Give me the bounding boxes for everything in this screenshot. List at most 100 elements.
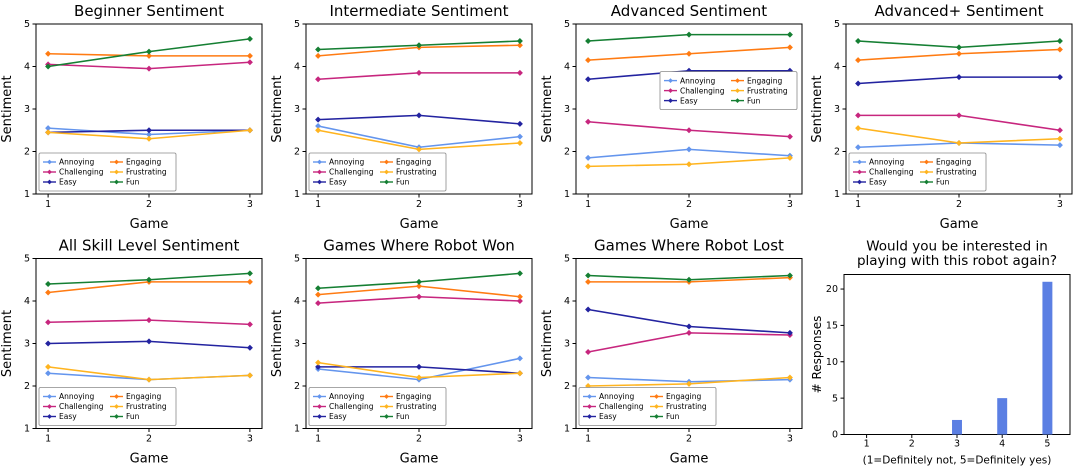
diamond-marker bbox=[857, 179, 862, 185]
series-frustrating bbox=[585, 154, 793, 170]
y-tick-label: 5 bbox=[834, 19, 840, 30]
legend-item-challenging: Challenging bbox=[43, 168, 104, 177]
series-frustrating bbox=[45, 127, 253, 142]
chart-title: Beginner Sentiment bbox=[74, 2, 224, 20]
legend-label: Engaging bbox=[126, 392, 161, 401]
diamond-marker bbox=[416, 278, 422, 285]
series-challenging bbox=[585, 118, 793, 140]
x-axis-label: Game bbox=[940, 217, 979, 232]
x-tick-label: 1 bbox=[45, 434, 51, 445]
series-annoying bbox=[585, 146, 793, 161]
diamond-marker bbox=[146, 48, 152, 55]
diamond-marker bbox=[114, 179, 119, 185]
diamond-marker bbox=[686, 50, 692, 57]
legend-label: Fun bbox=[396, 178, 410, 187]
diamond-marker bbox=[1056, 38, 1063, 44]
y-tick-label: 2 bbox=[24, 147, 30, 158]
legend-label: Fun bbox=[396, 412, 410, 421]
series-engaging bbox=[315, 283, 523, 300]
series-engaging bbox=[45, 50, 253, 59]
legend-label: Fun bbox=[666, 412, 680, 421]
diamond-marker bbox=[45, 289, 52, 296]
robot-won-svg: Games Where Robot Won 1 2 3 4 5 1 2 3 Game Sentime… bbox=[270, 237, 533, 467]
legend-label: Frustrating bbox=[396, 402, 437, 411]
legend-item-frustrating: Frustrating bbox=[110, 168, 167, 177]
legend-item-fun: Fun bbox=[110, 178, 140, 187]
chart-title: All Skill Level Sentiment bbox=[59, 237, 240, 255]
diamond-marker bbox=[786, 31, 793, 38]
series-easy bbox=[855, 74, 1063, 87]
legend-label: Annoying bbox=[59, 392, 95, 401]
series-challenging bbox=[45, 59, 253, 72]
x-tick-label: 3 bbox=[517, 434, 523, 445]
diamond-marker bbox=[114, 169, 119, 175]
diamond-marker bbox=[146, 127, 152, 134]
y-tick-label: 1 bbox=[564, 189, 570, 200]
legend-item-engaging: Engaging bbox=[920, 158, 971, 167]
diamond-marker bbox=[1056, 127, 1063, 134]
chart-robot-won-sentiment: Games Where Robot Won 1 2 3 4 5 1 2 3 Game Sentime… bbox=[270, 234, 540, 469]
legend-label: Annoying bbox=[59, 158, 95, 167]
legend-label: Easy bbox=[329, 178, 347, 187]
legend-label: Frustrating bbox=[126, 402, 167, 411]
x-tick-label: 1 bbox=[585, 199, 591, 210]
diamond-marker bbox=[246, 372, 253, 379]
y-tick-label: 5 bbox=[24, 19, 30, 30]
legend-item-easy: Easy bbox=[853, 178, 887, 187]
diamond-marker bbox=[735, 88, 740, 93]
diamond-marker bbox=[1056, 142, 1063, 149]
diamond-marker bbox=[1056, 74, 1063, 81]
x-tick-label: 1 bbox=[315, 434, 321, 445]
legend-box bbox=[38, 387, 177, 426]
chart-title: Advanced Sentiment bbox=[611, 2, 768, 20]
y-tick-label: 3 bbox=[24, 339, 30, 350]
x-tick-label: 1 bbox=[864, 439, 870, 450]
diamond-marker bbox=[315, 363, 322, 370]
diamond-marker bbox=[668, 98, 673, 103]
legend-label: Engaging bbox=[936, 158, 971, 167]
diamond-marker bbox=[587, 414, 592, 419]
diamond-marker bbox=[416, 42, 422, 49]
x-tick-label: 3 bbox=[954, 439, 960, 450]
diamond-marker bbox=[956, 44, 962, 51]
y-axis-label: Sentiment bbox=[540, 310, 555, 377]
diamond-marker bbox=[956, 74, 962, 81]
x-axis-label: (1=Definitely not, 5=Definitely yes) bbox=[863, 455, 1052, 467]
diamond-marker bbox=[924, 159, 929, 165]
diamond-marker bbox=[686, 276, 692, 283]
series-engaging bbox=[585, 44, 793, 64]
series-challenging bbox=[585, 329, 793, 355]
chart-title: Advanced+ Sentiment bbox=[875, 2, 1044, 20]
x-tick-label: 2 bbox=[416, 434, 422, 445]
advanced-svg: Advanced Sentiment 1 2 3 4 5 1 2 3 Game Sentiment A… bbox=[540, 2, 803, 232]
diamond-marker bbox=[246, 127, 253, 134]
diamond-marker bbox=[416, 283, 422, 290]
legend-item-easy: Easy bbox=[583, 412, 617, 421]
diamond-marker bbox=[315, 46, 322, 53]
x-tick-label: 3 bbox=[787, 199, 793, 210]
axes: 0 5 10 15 20 1 2 3 4 5 bbox=[826, 284, 1051, 449]
diamond-marker bbox=[246, 59, 253, 66]
diamond-marker bbox=[246, 35, 253, 42]
diamond-marker bbox=[956, 112, 962, 119]
diamond-marker bbox=[956, 50, 962, 57]
diamond-marker bbox=[855, 125, 862, 132]
diamond-marker bbox=[686, 31, 692, 38]
beginner-svg: Beginner Sentiment 1 2 3 4 5 1 2 3 Game Sentiment A… bbox=[0, 2, 263, 232]
diamond-marker bbox=[246, 321, 253, 328]
y-tick-label: 1 bbox=[564, 424, 570, 435]
y-tick-label: 2 bbox=[294, 381, 300, 392]
diamond-marker bbox=[315, 285, 322, 292]
chart-title-line: playing with this robot again? bbox=[857, 253, 1057, 269]
diamond-marker bbox=[416, 374, 422, 381]
diamond-marker bbox=[146, 52, 152, 59]
y-tick-label: 20 bbox=[826, 284, 838, 295]
legend-label: Annoying bbox=[599, 392, 635, 401]
chart-robot-lost-sentiment: Games Where Robot Lost 1 2 3 4 5 1 2 3 Game Sentim… bbox=[540, 234, 810, 469]
series-fun bbox=[315, 270, 523, 292]
series-fun bbox=[45, 270, 253, 287]
y-tick-label: 4 bbox=[564, 62, 570, 73]
diamond-marker bbox=[45, 125, 52, 132]
diamond-marker bbox=[585, 374, 592, 381]
